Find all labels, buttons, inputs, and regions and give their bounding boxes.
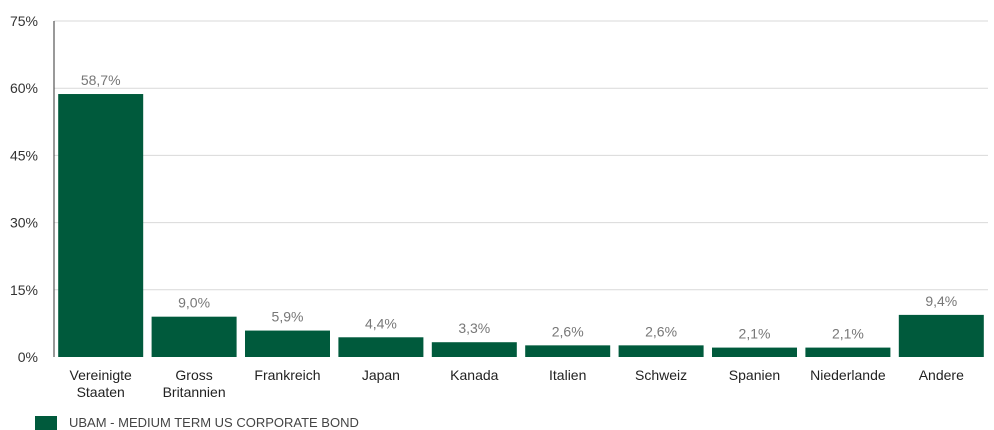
bar — [712, 347, 797, 357]
x-tick-label: Britannien — [163, 384, 226, 400]
data-label: 4,4% — [365, 315, 397, 331]
x-tick-label: Andere — [919, 367, 964, 383]
bar — [525, 345, 611, 357]
bar — [805, 347, 891, 357]
data-label: 2,6% — [645, 323, 677, 339]
y-tick-label: 60% — [10, 80, 38, 96]
y-tick-label: 45% — [10, 147, 38, 163]
x-tick-label: Staaten — [77, 384, 125, 400]
bar — [151, 316, 237, 357]
bar — [618, 345, 704, 357]
data-label: 9,4% — [925, 293, 957, 309]
data-label: 2,1% — [832, 326, 864, 342]
bar — [898, 314, 984, 357]
bar — [431, 342, 517, 357]
data-label: 9,0% — [178, 295, 210, 311]
y-tick-label: 15% — [10, 282, 38, 298]
x-tick-label: Frankreich — [254, 367, 320, 383]
y-tick-label: 75% — [10, 13, 38, 29]
x-tick-label: Schweiz — [635, 367, 687, 383]
data-label: 2,6% — [552, 323, 584, 339]
x-tick-label: Kanada — [450, 367, 498, 383]
x-tick-label: Japan — [362, 367, 400, 383]
legend-label: UBAM - MEDIUM TERM US CORPORATE BOND — [69, 415, 359, 430]
y-tick-label: 30% — [10, 215, 38, 231]
x-tick-label: Niederlande — [810, 367, 886, 383]
data-label: 5,9% — [272, 309, 304, 325]
bar — [338, 337, 424, 357]
x-tick-label: Vereinigte — [70, 367, 132, 383]
legend: UBAM - MEDIUM TERM US CORPORATE BOND — [35, 416, 359, 430]
data-label: 3,3% — [458, 320, 490, 336]
bar — [58, 94, 144, 358]
data-label: 2,1% — [739, 326, 771, 342]
data-label: 58,7% — [81, 72, 121, 88]
bar — [245, 330, 330, 357]
x-tick-label: Italien — [549, 367, 586, 383]
y-tick-label: 0% — [18, 349, 38, 365]
x-tick-label: Gross — [175, 367, 212, 383]
legend-swatch — [35, 416, 57, 430]
x-tick-label: Spanien — [729, 367, 780, 383]
